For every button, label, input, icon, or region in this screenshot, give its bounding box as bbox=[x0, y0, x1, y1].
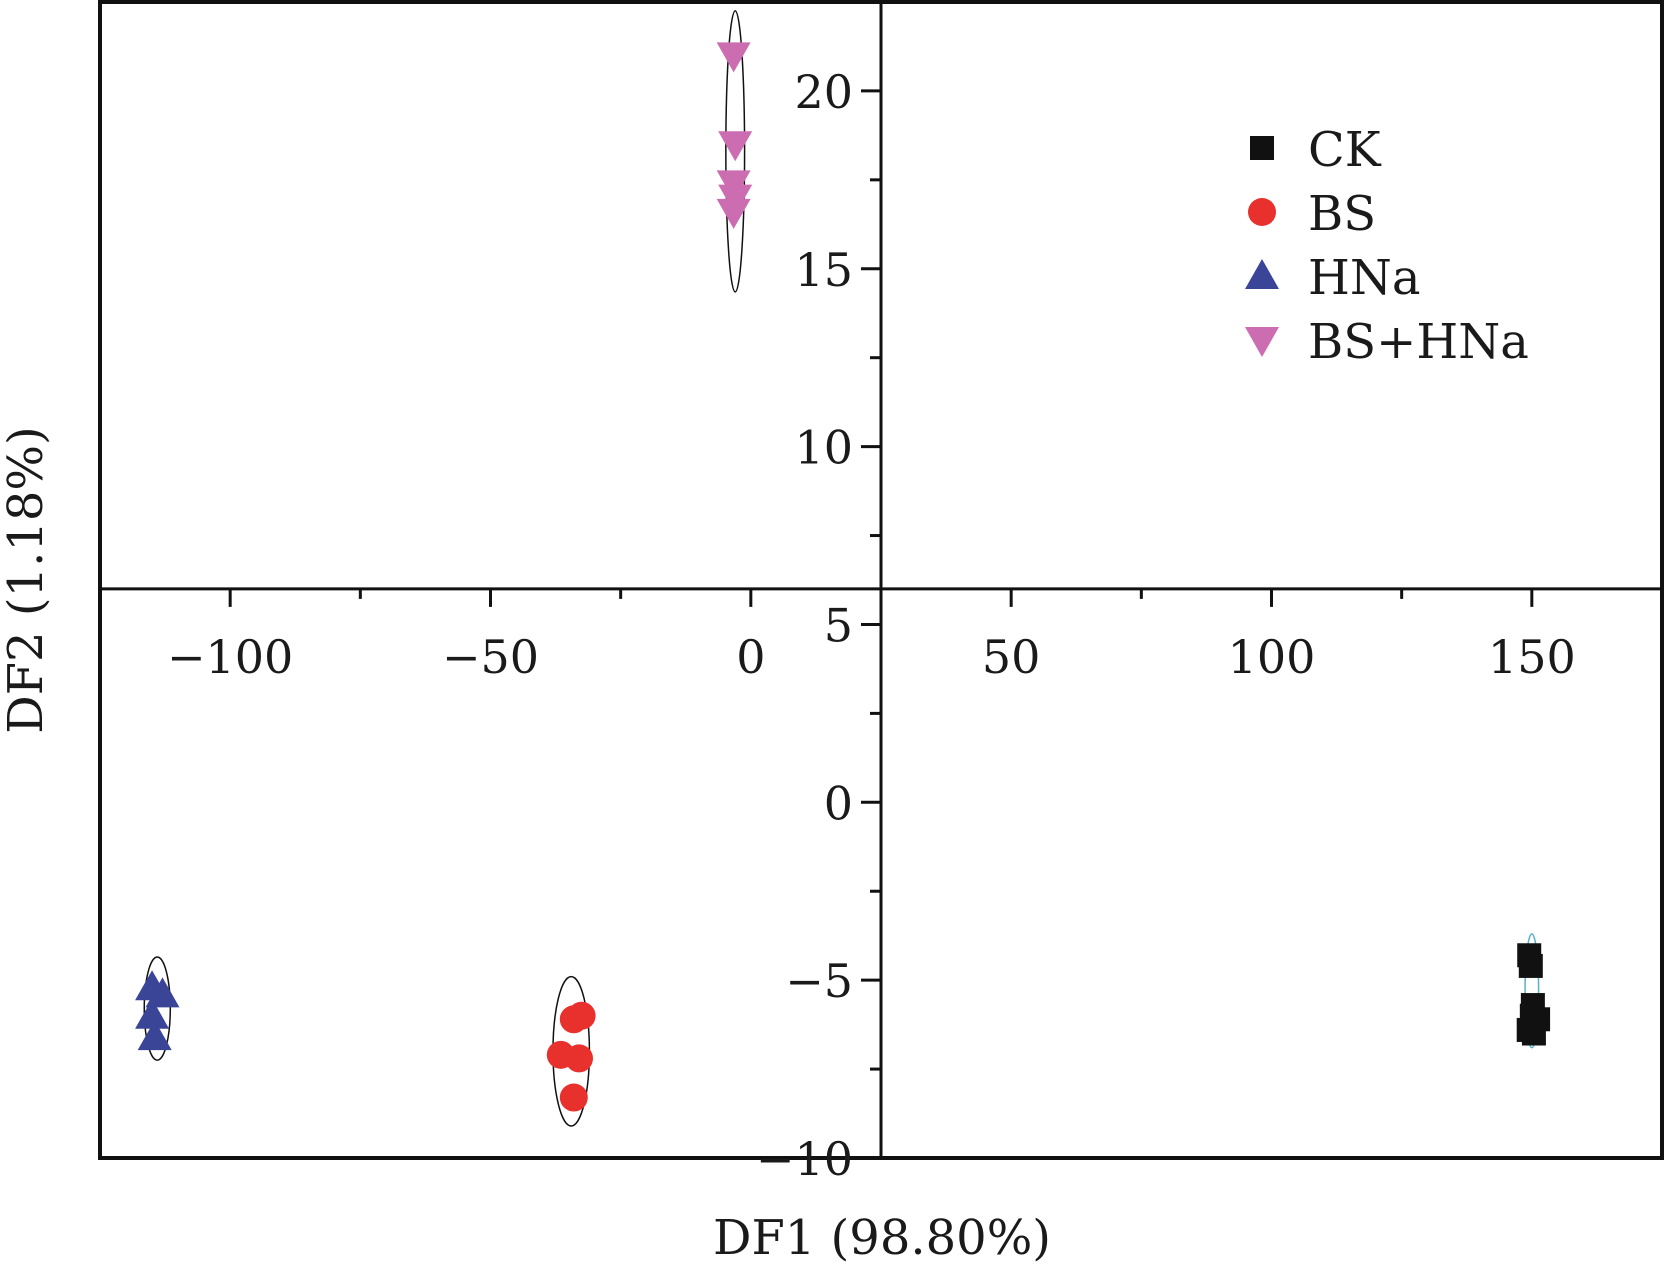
y-tick-label: 5 bbox=[824, 598, 853, 652]
legend-marker-bs-hna bbox=[1245, 327, 1279, 357]
legend: CK BS HNa BS+HNa bbox=[1245, 122, 1529, 370]
y-tick-label: 20 bbox=[794, 65, 853, 119]
legend-marker-bs bbox=[1248, 198, 1276, 226]
x-tick-label: 0 bbox=[736, 630, 765, 684]
point-hna bbox=[145, 977, 180, 1008]
y-axis-title: DF2 (1.18%) bbox=[0, 426, 54, 734]
y-tick-label: −5 bbox=[785, 954, 853, 1008]
y-tick-label: 15 bbox=[794, 243, 853, 297]
point-ck bbox=[1521, 1021, 1546, 1046]
y-tick-label: 10 bbox=[794, 421, 853, 475]
legend-label-ck: CK bbox=[1308, 122, 1382, 178]
point-bs bbox=[565, 1044, 594, 1073]
x-tick-label: 50 bbox=[982, 630, 1041, 684]
x-tick-label: −100 bbox=[167, 630, 293, 684]
x-axis-title: DF1 (98.80%) bbox=[713, 1210, 1051, 1266]
y-tick-label: −10 bbox=[756, 1132, 853, 1186]
ellipse-bs-hna bbox=[725, 10, 746, 293]
point-bs-hna bbox=[716, 198, 751, 229]
point-hna bbox=[137, 1020, 172, 1051]
point-bs-hna bbox=[716, 42, 751, 73]
x-tick-label: 100 bbox=[1228, 630, 1316, 684]
data-points bbox=[135, 42, 1551, 1112]
legend-label-hna: HNa bbox=[1308, 250, 1420, 306]
point-bs-hna bbox=[718, 131, 753, 162]
x-tick-label: −50 bbox=[442, 630, 539, 684]
legend-label-bs: BS bbox=[1308, 186, 1376, 242]
point-ck bbox=[1518, 953, 1543, 978]
point-bs bbox=[559, 1083, 588, 1112]
ellipse-hna bbox=[143, 956, 172, 1061]
legend-marker-hna bbox=[1245, 259, 1279, 289]
x-tick-label: 150 bbox=[1488, 630, 1576, 684]
y-tick-label: 0 bbox=[824, 776, 853, 830]
ellipse-ck bbox=[1524, 933, 1540, 1049]
legend-marker-ck bbox=[1250, 136, 1274, 160]
legend-label-bs-hna: BS+HNa bbox=[1308, 314, 1529, 370]
point-bs bbox=[567, 1001, 596, 1030]
point-hna bbox=[135, 998, 170, 1029]
